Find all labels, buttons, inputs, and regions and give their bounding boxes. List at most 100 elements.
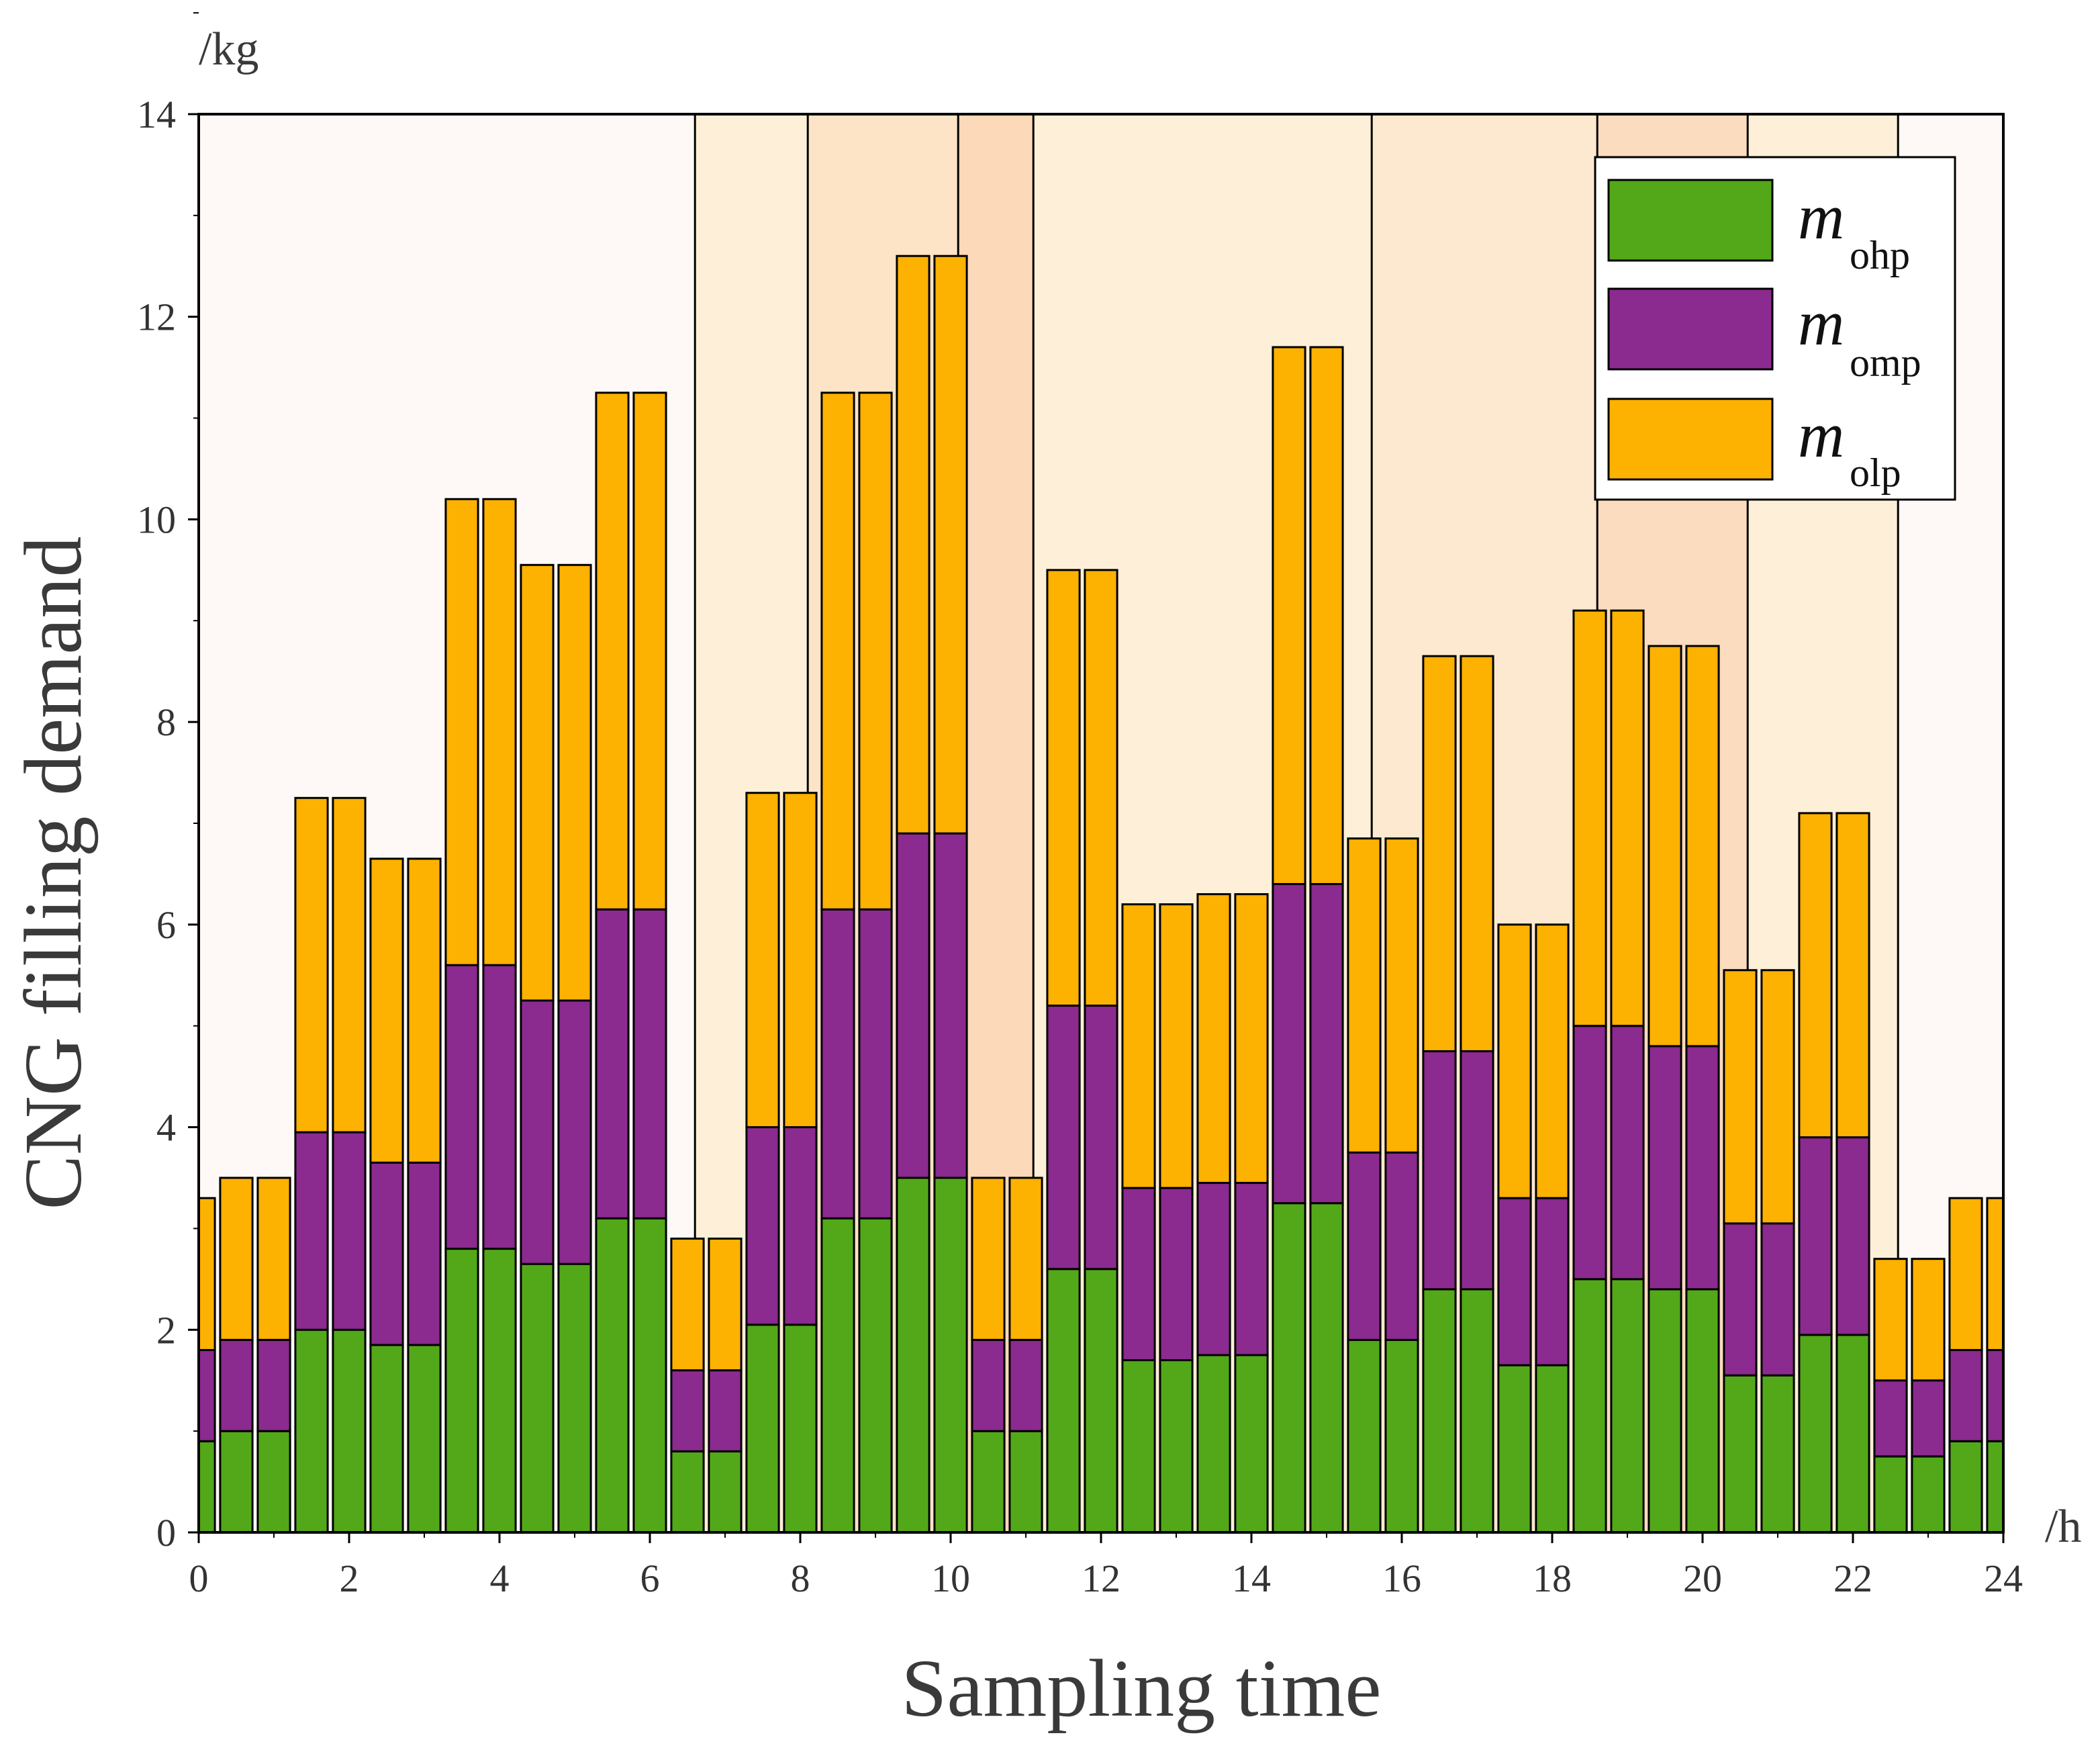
- y-tick-label: 0: [156, 1511, 176, 1555]
- bar-omp: [595, 908, 630, 1219]
- legend-entry-ohp: m ohp: [1607, 179, 1910, 277]
- bar-olp: [219, 1176, 254, 1341]
- x-tick-label: 8: [791, 1557, 810, 1600]
- bar-ohp: [708, 1450, 743, 1534]
- bar-omp: [896, 832, 930, 1179]
- bar-omp: [1986, 1348, 2005, 1442]
- bar-olp: [197, 1197, 216, 1351]
- bar-olp: [1986, 1197, 2005, 1351]
- legend-swatch-ohp: [1607, 179, 1774, 262]
- bar-olp: [1046, 569, 1081, 1007]
- bar-ohp: [1196, 1354, 1231, 1534]
- bar-omp: [1798, 1136, 1833, 1336]
- bar-olp: [595, 391, 630, 911]
- bar-ohp: [256, 1430, 291, 1534]
- bar-ohp: [783, 1324, 818, 1534]
- bar-ohp: [1535, 1364, 1570, 1534]
- bar-olp: [1121, 903, 1156, 1189]
- bar-omp: [1008, 1338, 1043, 1432]
- bar-olp: [708, 1238, 743, 1372]
- bar-omp: [1948, 1348, 1983, 1442]
- bar-olp: [1572, 609, 1607, 1027]
- bar-omp: [557, 999, 592, 1265]
- bar-omp: [444, 964, 479, 1250]
- x-tick-label: 16: [1382, 1557, 1421, 1600]
- bar-omp: [1610, 1025, 1645, 1281]
- x-tick-label: 24: [1984, 1557, 2023, 1600]
- legend-subscript-olp: olp: [1850, 451, 1901, 495]
- bar-olp: [1760, 969, 1795, 1225]
- bar-omp: [1272, 883, 1306, 1205]
- bar-omp: [1723, 1222, 1758, 1377]
- bar-ohp: [1610, 1278, 1645, 1534]
- bar-omp: [1535, 1197, 1570, 1367]
- bar-olp: [933, 255, 968, 835]
- bar-ohp: [1648, 1288, 1682, 1534]
- bar-olp: [1460, 655, 1494, 1052]
- bar-omp: [1497, 1197, 1532, 1367]
- x-tick-label: 12: [1082, 1557, 1120, 1600]
- legend-label-omp: m: [1798, 287, 1844, 359]
- bar-olp: [1610, 609, 1645, 1027]
- x-unit-label: /h: [2045, 1501, 2081, 1553]
- bar-ohp: [1272, 1202, 1306, 1534]
- bar-olp: [482, 498, 517, 966]
- bar-olp: [294, 796, 329, 1134]
- bar-omp: [1121, 1187, 1156, 1362]
- bar-ohp: [1460, 1288, 1494, 1534]
- bar-olp: [1873, 1258, 1908, 1382]
- bar-ohp: [1723, 1374, 1758, 1534]
- bar-ohp: [557, 1262, 592, 1534]
- bar-olp: [1196, 893, 1231, 1185]
- bar-olp: [1648, 645, 1682, 1048]
- bar-omp: [1084, 1005, 1118, 1270]
- bar-olp: [1159, 903, 1194, 1189]
- x-tick-label: 22: [1833, 1557, 1872, 1600]
- bar-omp: [1460, 1050, 1494, 1291]
- bar-omp: [1873, 1379, 1908, 1458]
- bar-olp: [820, 391, 855, 911]
- bar-ohp: [1008, 1430, 1043, 1534]
- y-tick-label: 4: [156, 1106, 176, 1150]
- bar-omp: [294, 1131, 329, 1331]
- bar-olp: [407, 858, 442, 1164]
- bar-ohp: [1873, 1455, 1908, 1534]
- bar-olp: [1798, 812, 1833, 1139]
- bar-olp: [783, 792, 818, 1129]
- bar-omp: [858, 908, 893, 1219]
- x-axis-ticks: 0 2 4 6 8 10 12 14 16 18 20 22 24: [189, 1532, 2023, 1600]
- x-tick-label: 10: [931, 1557, 970, 1600]
- y-tick-label: 14: [137, 93, 176, 136]
- y-axis-ticks: 0 2 4 6 8 10 12 14: [137, 12, 199, 1555]
- bar-omp: [933, 832, 968, 1179]
- bar-ohp: [1384, 1338, 1419, 1534]
- bar-omp: [1572, 1025, 1607, 1281]
- bar-ohp: [1835, 1334, 1870, 1534]
- bar-ohp: [858, 1217, 893, 1534]
- bar-ohp: [1572, 1278, 1607, 1534]
- bar-omp: [219, 1338, 254, 1432]
- bar-omp: [1159, 1187, 1194, 1362]
- bar-ohp: [1084, 1268, 1118, 1534]
- bar-olp: [1835, 812, 1870, 1139]
- bar-olp: [1948, 1197, 1983, 1351]
- bar-omp: [745, 1126, 780, 1326]
- bar-omp: [820, 908, 855, 1219]
- bar-omp: [971, 1338, 1006, 1432]
- bar-olp: [1384, 837, 1419, 1154]
- bar-olp: [1497, 923, 1532, 1199]
- bar-omp: [1196, 1182, 1231, 1356]
- bar-olp: [1309, 346, 1344, 886]
- legend-swatch-olp: [1607, 398, 1774, 481]
- bar-ohp: [933, 1176, 968, 1534]
- bar-olp: [1008, 1176, 1043, 1341]
- bar-omp: [407, 1161, 442, 1346]
- bar-ohp: [1347, 1338, 1382, 1534]
- legend-subscript-omp: omp: [1850, 340, 1921, 385]
- bar-ohp: [1986, 1440, 2005, 1534]
- bar-ohp: [407, 1344, 442, 1534]
- bar-ohp: [595, 1217, 630, 1534]
- bar-olp: [332, 796, 367, 1134]
- bar-ohp: [1422, 1288, 1457, 1534]
- bar-omp: [520, 999, 555, 1265]
